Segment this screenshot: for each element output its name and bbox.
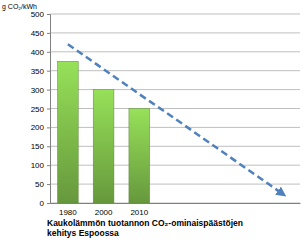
y-tick: 350 xyxy=(31,67,50,76)
y-tick-mark xyxy=(47,146,50,147)
grid-line xyxy=(50,146,300,147)
plot: 0 50 100 150 200 250 300 350 400 450 500 1980 2000 20… xyxy=(31,10,301,217)
y-tick-label: 200 xyxy=(31,123,45,132)
x-tick: 2000 xyxy=(95,203,113,217)
x-axis: 1980 2000 2010 xyxy=(51,203,301,217)
marks xyxy=(58,44,283,203)
y-tick-label: 400 xyxy=(31,48,45,57)
y-tick: 200 xyxy=(31,123,50,132)
grid-line xyxy=(50,108,300,109)
y-tick: 500 xyxy=(31,10,50,19)
chart: 0 50 100 150 200 250 300 350 400 450 500 1980 2000 20… xyxy=(0,0,308,245)
grid-line xyxy=(50,203,300,204)
bar xyxy=(93,90,114,203)
y-axis-title: g CO₂/kWh xyxy=(2,3,37,11)
trend-line xyxy=(68,44,282,193)
grid-line xyxy=(50,165,300,166)
y-tick: 100 xyxy=(31,161,50,170)
bar xyxy=(129,109,150,204)
y-tick: 0 xyxy=(40,199,50,208)
y-axis: 0 50 100 150 200 250 300 350 400 450 500 xyxy=(31,10,51,208)
y-tick: 400 xyxy=(31,48,50,57)
x-tick-label: 2010 xyxy=(130,208,148,217)
x-tick-label: 1980 xyxy=(59,208,77,217)
x-tick-label: 2000 xyxy=(95,208,113,217)
title-line: Kaukolämmön tuotannon CO₂-ominaispäästöj… xyxy=(47,218,243,228)
y-tick: 50 xyxy=(35,180,50,189)
y-tick: 300 xyxy=(31,86,50,95)
grid-line xyxy=(50,70,300,71)
y-tick-mark xyxy=(47,90,50,91)
y-tick-mark xyxy=(47,165,50,166)
y-tick-mark xyxy=(47,203,50,204)
y-tick-label: 350 xyxy=(31,67,45,76)
y-tick-label: 450 xyxy=(31,29,45,38)
y-axis-line xyxy=(47,15,51,204)
grid-line xyxy=(50,32,300,33)
grid-line xyxy=(50,51,300,52)
y-tick-label: 50 xyxy=(35,180,44,189)
y-tick-label: 150 xyxy=(31,142,45,151)
y-tick: 150 xyxy=(31,142,50,151)
grid-line xyxy=(50,89,300,90)
y-tick-mark xyxy=(47,109,50,110)
title: Kaukolämmön tuotannon CO₂-ominaispäästöj… xyxy=(47,218,243,238)
y-tick-mark xyxy=(47,52,50,53)
y-tick-mark xyxy=(47,71,50,72)
grid-line xyxy=(50,127,300,128)
bars xyxy=(58,61,150,203)
grid-line xyxy=(50,184,300,185)
grid-line xyxy=(50,14,300,15)
y-tick-label: 0 xyxy=(40,199,45,208)
y-tick-mark xyxy=(47,127,50,128)
y-tick-label: 300 xyxy=(31,86,45,95)
y-tick-label: 250 xyxy=(31,105,45,114)
y-tick-mark xyxy=(47,14,50,15)
bar xyxy=(58,61,79,203)
y-tick-label: 100 xyxy=(31,161,45,170)
y-tick-mark xyxy=(47,33,50,34)
y-tick-mark xyxy=(47,184,50,185)
grid xyxy=(50,14,300,203)
y-tick: 450 xyxy=(31,29,50,38)
x-tick: 2010 xyxy=(130,203,148,217)
x-axis-line xyxy=(51,203,301,204)
y-tick-label: 500 xyxy=(31,10,45,19)
y-tick: 250 xyxy=(31,105,50,114)
x-tick: 1980 xyxy=(59,203,77,217)
title-line: kehitys Espoossa xyxy=(47,228,119,238)
